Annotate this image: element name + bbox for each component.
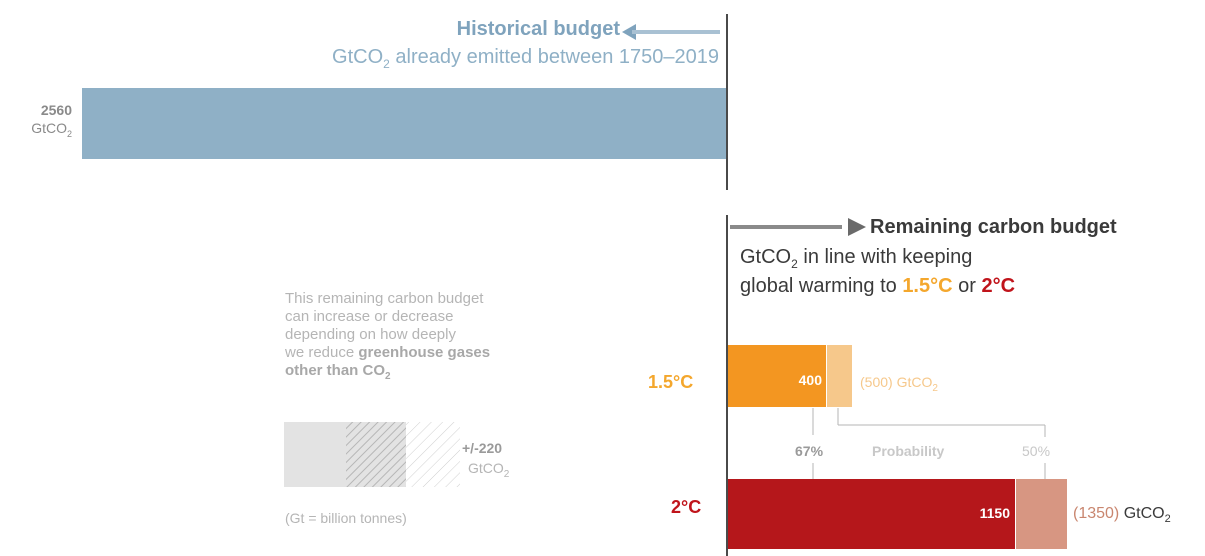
remaining-arrow-shaft bbox=[730, 225, 842, 229]
uncertainty-legend bbox=[284, 422, 460, 487]
zero-axis-line-top bbox=[726, 14, 728, 190]
historical-bar bbox=[82, 88, 727, 159]
uncertainty-value: +/-220 bbox=[462, 440, 502, 456]
category-label-1-5c: 1.5°C bbox=[648, 372, 693, 393]
probability-label: Probability bbox=[872, 443, 944, 459]
bar-2c-50pct bbox=[1016, 479, 1067, 549]
value-2c-50pct: (1350) GtCO2 bbox=[1073, 505, 1171, 525]
probability-67-label: 67% bbox=[795, 443, 823, 459]
category-label-2c: 2°C bbox=[671, 497, 701, 518]
historical-title-text: Historical budget bbox=[457, 18, 620, 40]
gt-definition-note: (Gt = billion tonnes) bbox=[285, 510, 407, 526]
budget-note: This remaining carbon budget can increas… bbox=[285, 290, 490, 386]
historical-arrow bbox=[622, 22, 722, 42]
historical-arrow-shaft bbox=[632, 30, 720, 34]
historical-budget-subtitle: GtCO2 already emitted between 1750–2019 bbox=[150, 46, 719, 71]
uncertainty-hatch-light bbox=[406, 422, 460, 487]
remaining-budget-subtitle-2: global warming to 1.5°C or 2°C bbox=[740, 275, 1015, 298]
probability-50-label: 50% bbox=[1022, 443, 1050, 459]
uncertainty-solid bbox=[284, 422, 346, 487]
uncertainty-hatch-dense bbox=[346, 422, 406, 487]
historical-budget-title: Historical budget bbox=[200, 18, 620, 41]
remaining-budget-title: Remaining carbon budget bbox=[870, 216, 1117, 239]
remaining-arrow-head bbox=[848, 218, 866, 236]
value-2c-67pct: 1150 bbox=[950, 505, 1010, 521]
value-1-5c-50pct: (500) GtCO2 bbox=[860, 374, 938, 394]
remaining-budget-subtitle-1: GtCO2 in line with keeping bbox=[740, 246, 972, 271]
historical-unit-label: GtCO2 bbox=[10, 120, 72, 139]
bar-1-5c-50pct bbox=[827, 345, 852, 407]
uncertainty-unit: GtCO2 bbox=[468, 460, 509, 480]
remaining-arrow bbox=[730, 216, 870, 238]
historical-value-label: 2560 bbox=[10, 102, 72, 118]
value-1-5c-67pct: 400 bbox=[780, 372, 822, 388]
